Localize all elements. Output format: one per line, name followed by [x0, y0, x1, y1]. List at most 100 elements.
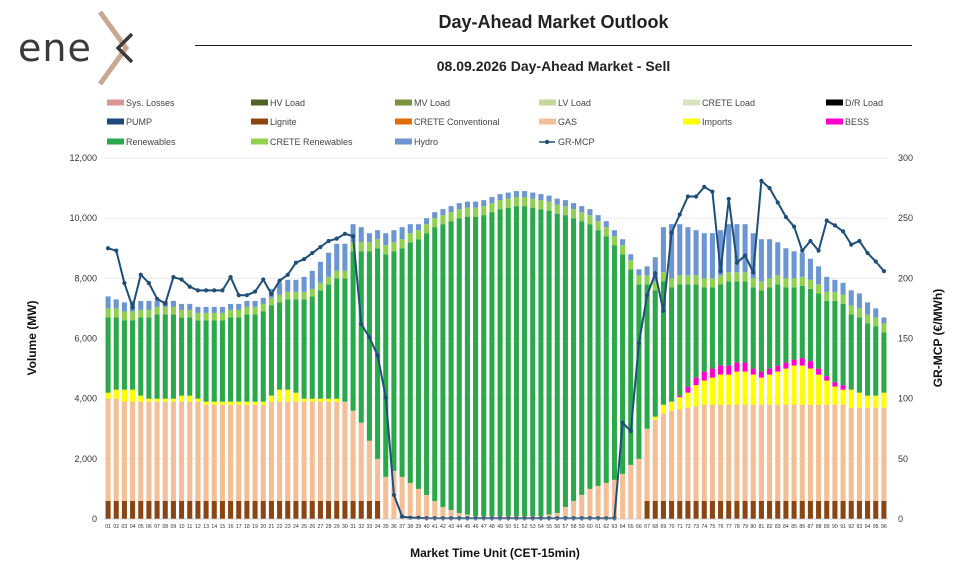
bar-lignite	[783, 500, 789, 519]
gr-mcp-point	[285, 272, 290, 277]
bar-crete-renewables	[848, 305, 854, 315]
legend-label-d-r-load: D/R Load	[845, 98, 883, 108]
bar-lignite	[121, 500, 127, 519]
bar-renewables	[750, 287, 756, 369]
x-tick-label: 19	[252, 524, 258, 530]
bar-gas	[807, 404, 813, 501]
bar-hydro	[219, 306, 225, 313]
x-tick-label: 91	[840, 524, 846, 530]
gr-mcp-point	[187, 284, 192, 289]
bar-imports	[783, 368, 789, 405]
logo-wordmark: ene	[18, 26, 92, 70]
bar-imports	[709, 377, 715, 405]
bar-renewables	[767, 287, 773, 369]
bar-lignite	[334, 500, 340, 519]
bar-gas	[121, 401, 127, 501]
bar-hydro	[317, 261, 323, 283]
bar-gas	[587, 488, 593, 519]
x-tick-label: 53	[530, 524, 536, 530]
y-tick-label: 6,000	[74, 334, 97, 344]
bar-hydro	[587, 209, 593, 216]
bar-crete-renewables	[342, 270, 348, 279]
gr-mcp-point	[236, 293, 241, 298]
title-divider	[195, 45, 912, 46]
gr-mcp-point	[555, 516, 560, 521]
bar-crete-renewables	[652, 281, 658, 291]
bar-hydro	[530, 192, 536, 199]
x-tick-label: 81	[759, 524, 765, 530]
bar-gas	[317, 401, 323, 501]
bar-imports	[170, 398, 176, 402]
bar-crete-renewables	[571, 209, 577, 219]
bar-hydro	[726, 224, 732, 273]
gr-mcp-point	[546, 516, 552, 521]
bar-imports	[277, 389, 283, 402]
bar-crete-renewables	[497, 200, 503, 210]
bar-crete-renewables	[750, 278, 756, 288]
x-tick-label: 22	[277, 524, 283, 530]
x-tick-label: 50	[505, 524, 511, 530]
bar-hydro	[195, 306, 201, 313]
gr-mcp-point	[579, 516, 584, 521]
bar-gas	[440, 506, 446, 519]
bar-lignite	[726, 500, 732, 519]
bar-crete-renewables	[383, 245, 389, 255]
gr-mcp-point	[301, 256, 307, 262]
bar-lignite	[644, 500, 650, 519]
bar-bess	[677, 395, 683, 398]
bar-renewables	[440, 224, 446, 507]
gr-mcp-point	[228, 275, 233, 280]
x-tick-label: 28	[326, 524, 332, 530]
bar-imports	[799, 365, 805, 405]
bar-renewables	[187, 317, 193, 396]
bar-crete-renewables	[448, 212, 454, 222]
bar-imports	[334, 398, 340, 402]
bar-imports	[734, 371, 740, 405]
bar-crete-renewables	[432, 218, 438, 228]
x-tick-label: 06	[146, 524, 152, 530]
bar-bess	[783, 362, 789, 369]
bar-renewables	[497, 209, 503, 516]
bar-renewables	[522, 206, 528, 516]
bar-crete-renewables	[873, 317, 879, 327]
bar-renewables	[775, 284, 781, 366]
gr-mcp-point	[212, 288, 217, 293]
gr-mcp-point	[808, 238, 813, 244]
x-tick-label: 67	[644, 524, 650, 530]
bar-hydro	[767, 239, 773, 279]
bar-imports	[856, 392, 862, 408]
x-tick-label: 89	[824, 524, 830, 530]
bar-renewables	[456, 218, 462, 513]
bar-crete-renewables	[660, 272, 666, 282]
gr-mcp-point	[114, 248, 119, 253]
x-tick-label: 68	[652, 524, 658, 530]
bar-hydro	[187, 303, 193, 310]
bar-renewables	[424, 233, 430, 495]
bar-hydro	[448, 206, 454, 213]
x-tick-label: 52	[522, 524, 528, 530]
bar-gas	[350, 410, 356, 501]
bar-gas	[816, 404, 822, 501]
x-tick-label: 58	[571, 524, 577, 530]
bar-renewables	[513, 206, 519, 516]
bar-lignite	[268, 500, 274, 519]
gr-mcp-point	[252, 289, 258, 294]
x-tick-label: 82	[767, 524, 773, 530]
x-tick-label: 49	[497, 524, 503, 530]
bar-hydro	[546, 195, 552, 202]
bar-renewables	[840, 303, 846, 386]
bar-gas	[775, 404, 781, 501]
x-tick-label: 88	[816, 524, 822, 530]
legend-label-hv-load: HV Load	[270, 98, 305, 108]
bar-crete-renewables	[734, 272, 740, 282]
legend-swatch-lignite	[251, 118, 268, 125]
bar-renewables	[130, 320, 136, 390]
x-tick-label: 02	[113, 524, 119, 530]
gr-mcp-point	[800, 248, 805, 253]
bar-gas	[848, 407, 854, 501]
gr-mcp-point	[563, 516, 568, 521]
bar-imports	[236, 401, 242, 405]
gr-mcp-point	[783, 214, 789, 220]
gr-mcp-point	[816, 248, 821, 253]
x-tick-label: 94	[865, 524, 871, 530]
